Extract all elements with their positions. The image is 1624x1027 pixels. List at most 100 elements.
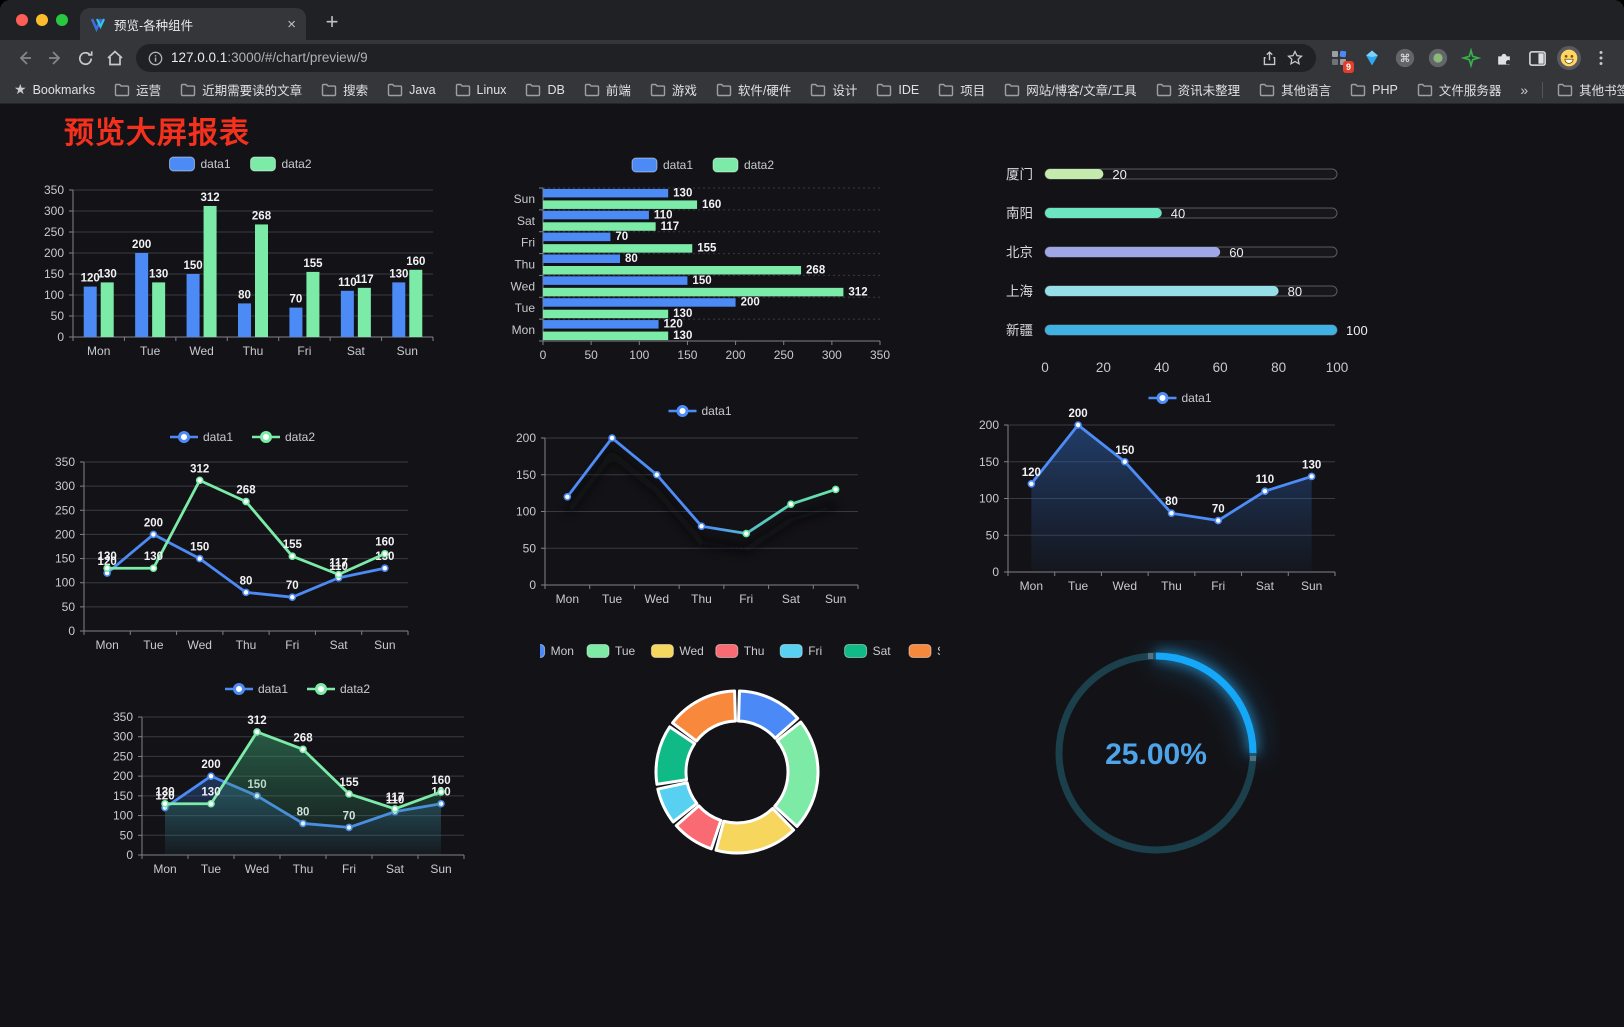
svg-text:50: 50 — [120, 828, 134, 842]
line-area-two-series-svg[interactable]: data1 data2 0 50 100 150 200 250 300 350 Mon Tue Wed… — [95, 665, 505, 895]
gauge-svg[interactable]: 25.00% — [1040, 640, 1280, 890]
chart-line-area[interactable]: data1 0 50 100 150 200 Mon Tue Wed Thu Fri Sat Sun 12… — [975, 385, 1390, 605]
svg-text:Wed: Wed — [511, 279, 535, 293]
bookmarks-overflow-chevron[interactable]: » — [1520, 81, 1529, 98]
svg-text:20: 20 — [1096, 360, 1111, 375]
svg-text:Tue: Tue — [201, 862, 222, 876]
bookmark-item[interactable]: DB — [525, 80, 565, 99]
line-area-single-svg[interactable]: data1 0 50 100 150 200 Mon Tue Wed Thu Fri Sat Sun 12… — [975, 385, 1390, 605]
bookmarks-items: 运营 近期需要读的文章 搜索 Java Linux DB 前端 游戏 软件/硬件 设计 IDE 项目网… — [114, 80, 1501, 99]
bookmark-item[interactable]: 游戏 — [650, 80, 697, 99]
svg-text:268: 268 — [806, 265, 826, 277]
tab-strip: 预览-各种组件 × + — [0, 0, 1624, 40]
svg-text:150: 150 — [677, 348, 697, 362]
svg-text:Tue: Tue — [515, 301, 536, 315]
bookmarks-manager[interactable]: ★ Bookmarks — [14, 81, 95, 98]
svg-text:110: 110 — [1256, 474, 1275, 486]
bookmark-item[interactable]: 搜索 — [321, 80, 368, 99]
line-two-series-svg[interactable]: data1 data2 0 50 100 150 200 250 300 350 Mon Tue Wed… — [40, 420, 450, 660]
bookmark-item[interactable]: Java — [387, 80, 436, 99]
tab-close-icon[interactable]: × — [287, 15, 296, 33]
progress-bars-svg[interactable]: 厦门 20 南阳 40 北京 60 上海 80 新疆 100 0 20 40 60 80 100 — [985, 150, 1390, 400]
chart-bar-horizontal[interactable]: data1 data2 0 50 100 150 200 250 300 350 Sun Sat Fri… — [505, 150, 905, 375]
reload-button[interactable] — [70, 43, 100, 73]
bookmark-item[interactable]: PHP — [1350, 80, 1398, 99]
svg-text:130: 130 — [673, 187, 692, 199]
site-info-icon[interactable] — [148, 51, 163, 66]
chart-bar-grouped[interactable]: data1 data2 0 50 100 150 200 250 300 350 Mon Tue Wed… — [35, 150, 450, 375]
svg-text:160: 160 — [431, 775, 450, 787]
dashboard-page: 预览大屏报表 data1 data2 0 50 100 150 200 250 300 350 Mo… — [0, 104, 1624, 1027]
svg-text:Thu: Thu — [236, 638, 257, 652]
ext-command-icon[interactable]: ⌘ — [1392, 45, 1418, 71]
tab-title: 预览-各种组件 — [114, 18, 194, 33]
kebab-menu-icon[interactable] — [1588, 45, 1614, 71]
ext-tabs-icon[interactable]: 9 — [1326, 45, 1354, 73]
back-button[interactable] — [10, 43, 40, 73]
svg-text:130: 130 — [673, 330, 692, 342]
bar-grouped-horizontal-svg[interactable]: data1 data2 0 50 100 150 200 250 300 350 Sun Sat Fri… — [505, 150, 905, 375]
svg-text:Wed: Wed — [1113, 579, 1137, 593]
bookmark-item[interactable]: 前端 — [584, 80, 631, 99]
other-bookmarks[interactable]: 其他书签 — [1557, 80, 1624, 99]
bookmark-star-icon[interactable] — [1286, 49, 1304, 67]
svg-text:250: 250 — [113, 749, 133, 763]
close-window-button[interactable] — [16, 14, 28, 26]
bookmark-item[interactable]: 其他语言 — [1259, 80, 1331, 99]
line-gradient-shadow-svg[interactable]: data1 0 50 100 150 200 Mon Tue Wed Thu Fri Sat Sun — [505, 395, 900, 620]
donut-svg[interactable]: Mon Tue Wed Thu Fri Sat Sun — [522, 635, 958, 905]
svg-text:Sun: Sun — [430, 862, 451, 876]
bookmark-item[interactable]: Linux — [455, 80, 506, 99]
ext-star-icon[interactable] — [1458, 45, 1484, 71]
bookmark-item[interactable]: 设计 — [810, 80, 857, 99]
chart-donut[interactable]: Mon Tue Wed Thu Fri Sat Sun — [522, 635, 958, 905]
new-tab-button[interactable]: + — [325, 9, 339, 34]
svg-text:150: 150 — [44, 267, 64, 281]
bookmark-item[interactable]: 运营 — [114, 80, 161, 99]
folder-icon — [811, 83, 826, 96]
extensions-puzzle-icon[interactable] — [1491, 45, 1517, 71]
ext-gem-icon[interactable] — [1359, 45, 1385, 71]
svg-text:155: 155 — [697, 243, 717, 255]
home-button[interactable] — [100, 43, 130, 73]
address-bar[interactable]: 127.0.0.1:3000/#/chart/preview/9 — [136, 44, 1316, 72]
chart-line-gradient[interactable]: data1 0 50 100 150 200 Mon Tue Wed Thu Fri Sat Sun — [505, 395, 900, 620]
svg-text:Sat: Sat — [347, 344, 366, 358]
svg-text:120: 120 — [155, 791, 174, 803]
zoom-window-button[interactable] — [56, 14, 68, 26]
svg-text:Sat: Sat — [1256, 579, 1275, 593]
bookmark-item[interactable]: 项目 — [938, 80, 985, 99]
chart-line-area-two[interactable]: data1 data2 0 50 100 150 200 250 300 350 Mon Tue Wed… — [95, 665, 505, 895]
folder-icon — [1557, 83, 1573, 96]
bookmark-item[interactable]: 近期需要读的文章 — [180, 80, 302, 99]
svg-text:130: 130 — [149, 268, 168, 280]
svg-text:150: 150 — [113, 789, 133, 803]
svg-text:data1: data1 — [663, 158, 693, 172]
svg-text:200: 200 — [44, 246, 64, 260]
chart-line-two-series[interactable]: data1 data2 0 50 100 150 200 250 300 350 Mon Tue Wed… — [40, 420, 450, 660]
bookmark-item[interactable]: 资讯未整理 — [1156, 80, 1240, 99]
folder-icon — [455, 83, 470, 96]
svg-text:⌘: ⌘ — [1400, 53, 1411, 65]
svg-text:130: 130 — [144, 551, 163, 563]
bookmark-item[interactable]: 文件服务器 — [1417, 80, 1501, 99]
bar-grouped-vertical-svg[interactable]: data1 data2 0 50 100 150 200 250 300 350 Mon Tue Wed… — [35, 150, 450, 375]
svg-text:200: 200 — [144, 517, 163, 529]
svg-text:150: 150 — [55, 552, 75, 566]
share-icon[interactable] — [1261, 50, 1278, 67]
ext-record-icon[interactable] — [1425, 45, 1451, 71]
svg-text:155: 155 — [283, 539, 303, 551]
bookmark-item[interactable]: IDE — [876, 80, 919, 99]
browser-tab[interactable]: 预览-各种组件 × — [80, 8, 306, 40]
side-panel-icon[interactable] — [1524, 45, 1550, 71]
chart-progress-bars[interactable]: 厦门 20 南阳 40 北京 60 上海 80 新疆 100 0 20 40 60 80 100 — [985, 150, 1390, 400]
forward-button[interactable] — [40, 43, 70, 73]
bookmark-item[interactable]: 软件/硬件 — [716, 80, 791, 99]
profile-avatar[interactable] — [1557, 46, 1581, 70]
url-path: :3000/#/chart/preview/9 — [227, 50, 368, 65]
svg-text:50: 50 — [51, 309, 65, 323]
bookmark-item[interactable]: 网站/博客/文章/工具 — [1004, 80, 1137, 99]
chart-gauge[interactable]: 25.00% — [1040, 640, 1280, 890]
minimize-window-button[interactable] — [36, 14, 48, 26]
svg-text:200: 200 — [726, 348, 746, 362]
